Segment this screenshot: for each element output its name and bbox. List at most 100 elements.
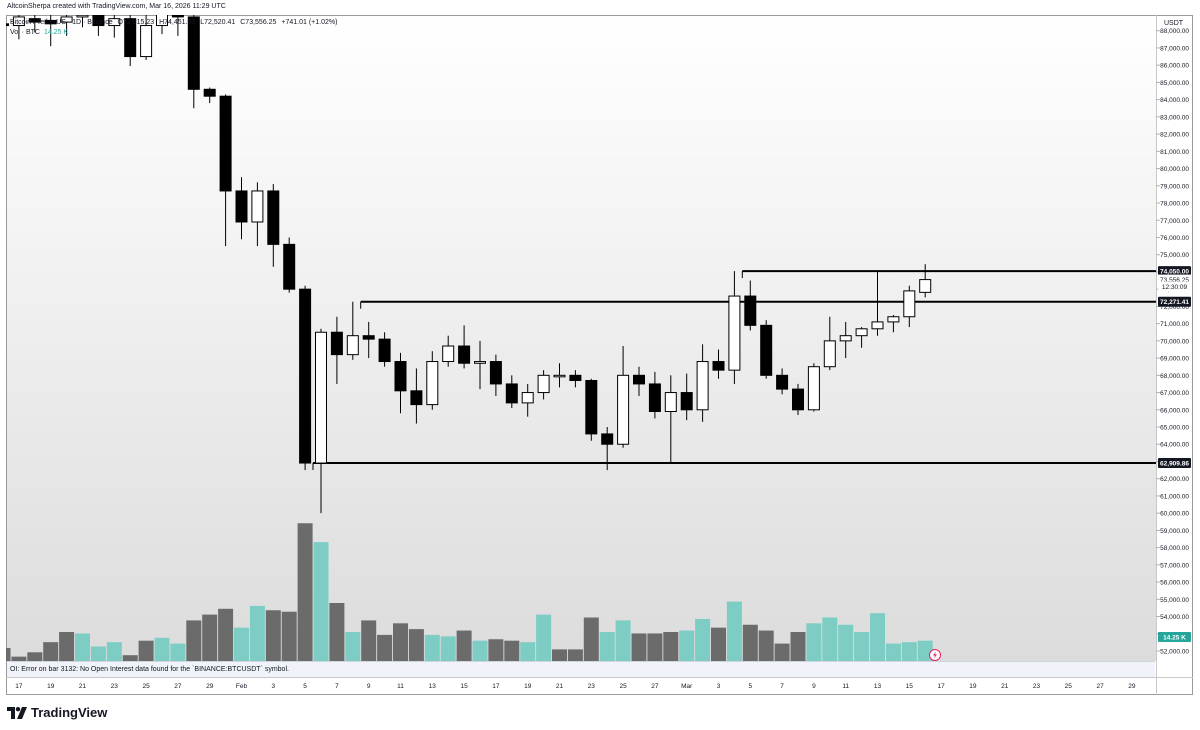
- candle[interactable]: [299, 285, 312, 471]
- volume-bar: [504, 640, 520, 661]
- candle[interactable]: [362, 321, 375, 359]
- candle[interactable]: [442, 335, 455, 367]
- volume-bar: [218, 608, 234, 661]
- candle[interactable]: [855, 327, 868, 348]
- candle[interactable]: [696, 344, 709, 422]
- candle[interactable]: [807, 363, 820, 412]
- symbol-legend: Bitcoin / TetherUS · 1D · Binance O72,81…: [10, 19, 340, 26]
- candle[interactable]: [251, 182, 264, 247]
- candle[interactable]: [887, 315, 900, 333]
- candle[interactable]: [712, 349, 725, 379]
- candle-body-down: [378, 338, 391, 363]
- candle[interactable]: [521, 383, 534, 417]
- volume-bar: [631, 633, 647, 661]
- candle[interactable]: [505, 375, 518, 409]
- time-tick-label: 3: [271, 683, 275, 690]
- candle[interactable]: [346, 301, 359, 360]
- volume-bar: [838, 624, 854, 661]
- candle[interactable]: [633, 366, 645, 396]
- candle-body-down: [124, 18, 137, 58]
- candle[interactable]: [537, 370, 550, 400]
- volume-bar: [170, 643, 186, 661]
- candle-body-up: [855, 328, 868, 337]
- candle[interactable]: [315, 328, 327, 514]
- candle-body-down: [6, 23, 9, 27]
- volume-bar: [281, 611, 297, 661]
- candle[interactable]: [394, 352, 407, 414]
- candle[interactable]: [760, 320, 773, 379]
- candle[interactable]: [601, 427, 614, 471]
- ohlc-change: +741.01 (+1.02%): [281, 19, 338, 26]
- candlesticks[interactable]: [6, 15, 932, 514]
- price-tick-label: 58,000.00: [1160, 545, 1189, 552]
- time-tick-label: 27: [1096, 683, 1104, 690]
- candle[interactable]: [203, 87, 216, 104]
- candle[interactable]: [6, 15, 9, 51]
- candle-body-down: [505, 383, 518, 404]
- candle-body-up: [728, 295, 741, 371]
- symbol-title[interactable]: Bitcoin / TetherUS · 1D · Binance: [10, 19, 113, 26]
- candle[interactable]: [378, 332, 391, 367]
- candle[interactable]: [744, 280, 757, 331]
- volume-bar: [679, 630, 695, 661]
- candle[interactable]: [823, 316, 836, 371]
- candle[interactable]: [426, 351, 439, 410]
- volume-bar: [870, 613, 885, 661]
- volume-bar: [599, 632, 615, 661]
- candle[interactable]: [569, 370, 582, 388]
- candle[interactable]: [617, 346, 630, 448]
- candle[interactable]: [171, 15, 184, 36]
- candle[interactable]: [92, 15, 105, 36]
- candle-body-down: [283, 243, 296, 290]
- lightning-icon[interactable]: [929, 649, 941, 661]
- candle-body-up: [839, 335, 852, 342]
- candle[interactable]: [156, 15, 168, 35]
- price-chart[interactable]: 52,000.0053,000.0054,000.0055,000.0056,0…: [6, 15, 1193, 695]
- candle[interactable]: [60, 15, 73, 36]
- candle[interactable]: [680, 373, 693, 421]
- candle[interactable]: [728, 271, 741, 384]
- candle-body-down: [792, 388, 804, 411]
- candle[interactable]: [108, 15, 121, 38]
- candle[interactable]: [44, 15, 57, 47]
- candle[interactable]: [410, 368, 423, 424]
- candle[interactable]: [235, 177, 248, 240]
- currency-label[interactable]: USDT: [1164, 20, 1184, 27]
- candle[interactable]: [76, 15, 89, 28]
- candle[interactable]: [903, 285, 916, 328]
- volume-bar: [6, 647, 11, 661]
- candle[interactable]: [776, 368, 789, 395]
- volume-bar: [138, 640, 154, 661]
- candle[interactable]: [585, 378, 598, 441]
- candle[interactable]: [187, 15, 200, 109]
- candle[interactable]: [267, 184, 280, 267]
- candle[interactable]: [330, 316, 343, 384]
- candle-body-up: [903, 290, 916, 318]
- candle[interactable]: [12, 15, 25, 40]
- candle[interactable]: [919, 264, 932, 298]
- candle[interactable]: [458, 325, 471, 369]
- price-tick-label: 54,000.00: [1160, 614, 1189, 621]
- candle[interactable]: [871, 271, 884, 336]
- volume-bar: [202, 614, 218, 661]
- price-tick-label: 76,000.00: [1160, 235, 1189, 242]
- chart-frame[interactable]: 52,000.0053,000.0054,000.0055,000.0056,0…: [6, 15, 1193, 695]
- candle[interactable]: [664, 375, 677, 464]
- candle[interactable]: [219, 94, 232, 247]
- candle[interactable]: [140, 15, 153, 61]
- candle-body-up: [426, 361, 439, 406]
- time-tick-label: 23: [588, 683, 596, 690]
- candle[interactable]: [792, 383, 804, 415]
- candle[interactable]: [28, 15, 41, 33]
- candle[interactable]: [489, 354, 502, 396]
- candle[interactable]: [839, 321, 852, 359]
- candle[interactable]: [283, 237, 296, 293]
- volume-legend-label[interactable]: Vol · BTC: [10, 29, 40, 36]
- candle[interactable]: [553, 363, 566, 388]
- candle[interactable]: [648, 371, 661, 419]
- candle[interactable]: [124, 15, 137, 67]
- candle[interactable]: [474, 340, 486, 390]
- volume-bar: [583, 617, 599, 661]
- candle-body-down: [712, 361, 725, 371]
- volume-bar: [726, 601, 742, 661]
